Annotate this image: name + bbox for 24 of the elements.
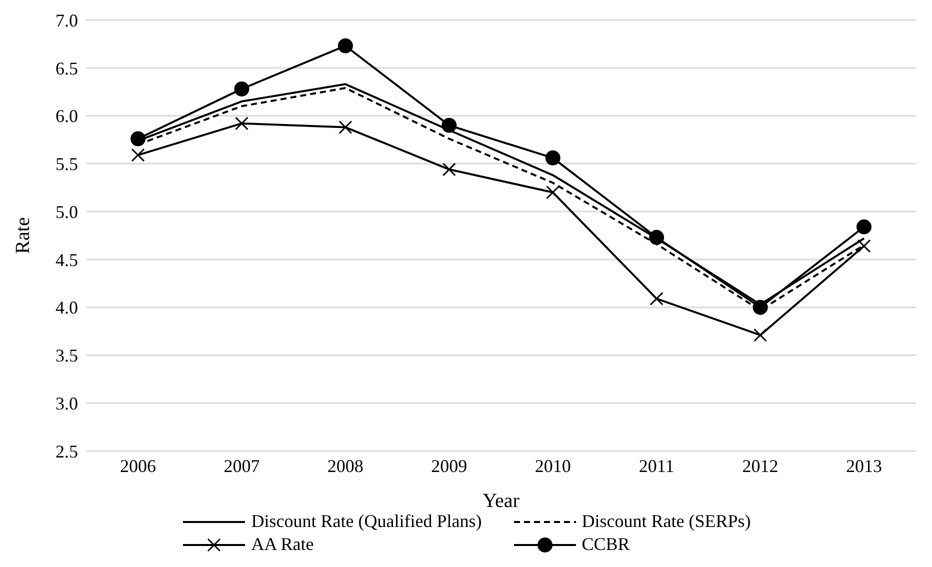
y-axis-title: Rate [12,217,34,254]
y-tick-label: 5.0 [56,202,78,222]
y-tick-label: 4.5 [56,250,78,270]
legend-label: CCBR [582,534,630,555]
y-tick-label: 2.5 [56,441,78,462]
x-tick-label: 2011 [638,456,674,476]
y-tick-label: 7.0 [56,10,78,30]
x-tick-label: 2010 [534,456,571,476]
x-tick-label: 2007 [224,456,260,476]
x-tick-label: 2012 [742,456,778,476]
x-tick-label: 2009 [431,456,468,476]
legend-label: AA Rate [251,534,314,555]
x-axis-title: Year [482,490,520,512]
x-tick-label: 2008 [327,456,364,476]
y-tick-label: 5.5 [56,154,78,174]
legend-label: Discount Rate (SERPs) [582,511,751,532]
y-tick-label: 4.0 [56,298,78,318]
y-tick-label: 3.0 [56,394,78,414]
y-tick-label: 3.5 [56,346,78,366]
legend-label: Discount Rate (Qualified Plans) [251,511,482,532]
y-tick-label: 6.5 [56,58,78,78]
x-tick-label: 2013 [846,456,882,476]
x-tick-label: 2006 [120,456,156,476]
y-tick-label: 6.0 [56,106,78,126]
